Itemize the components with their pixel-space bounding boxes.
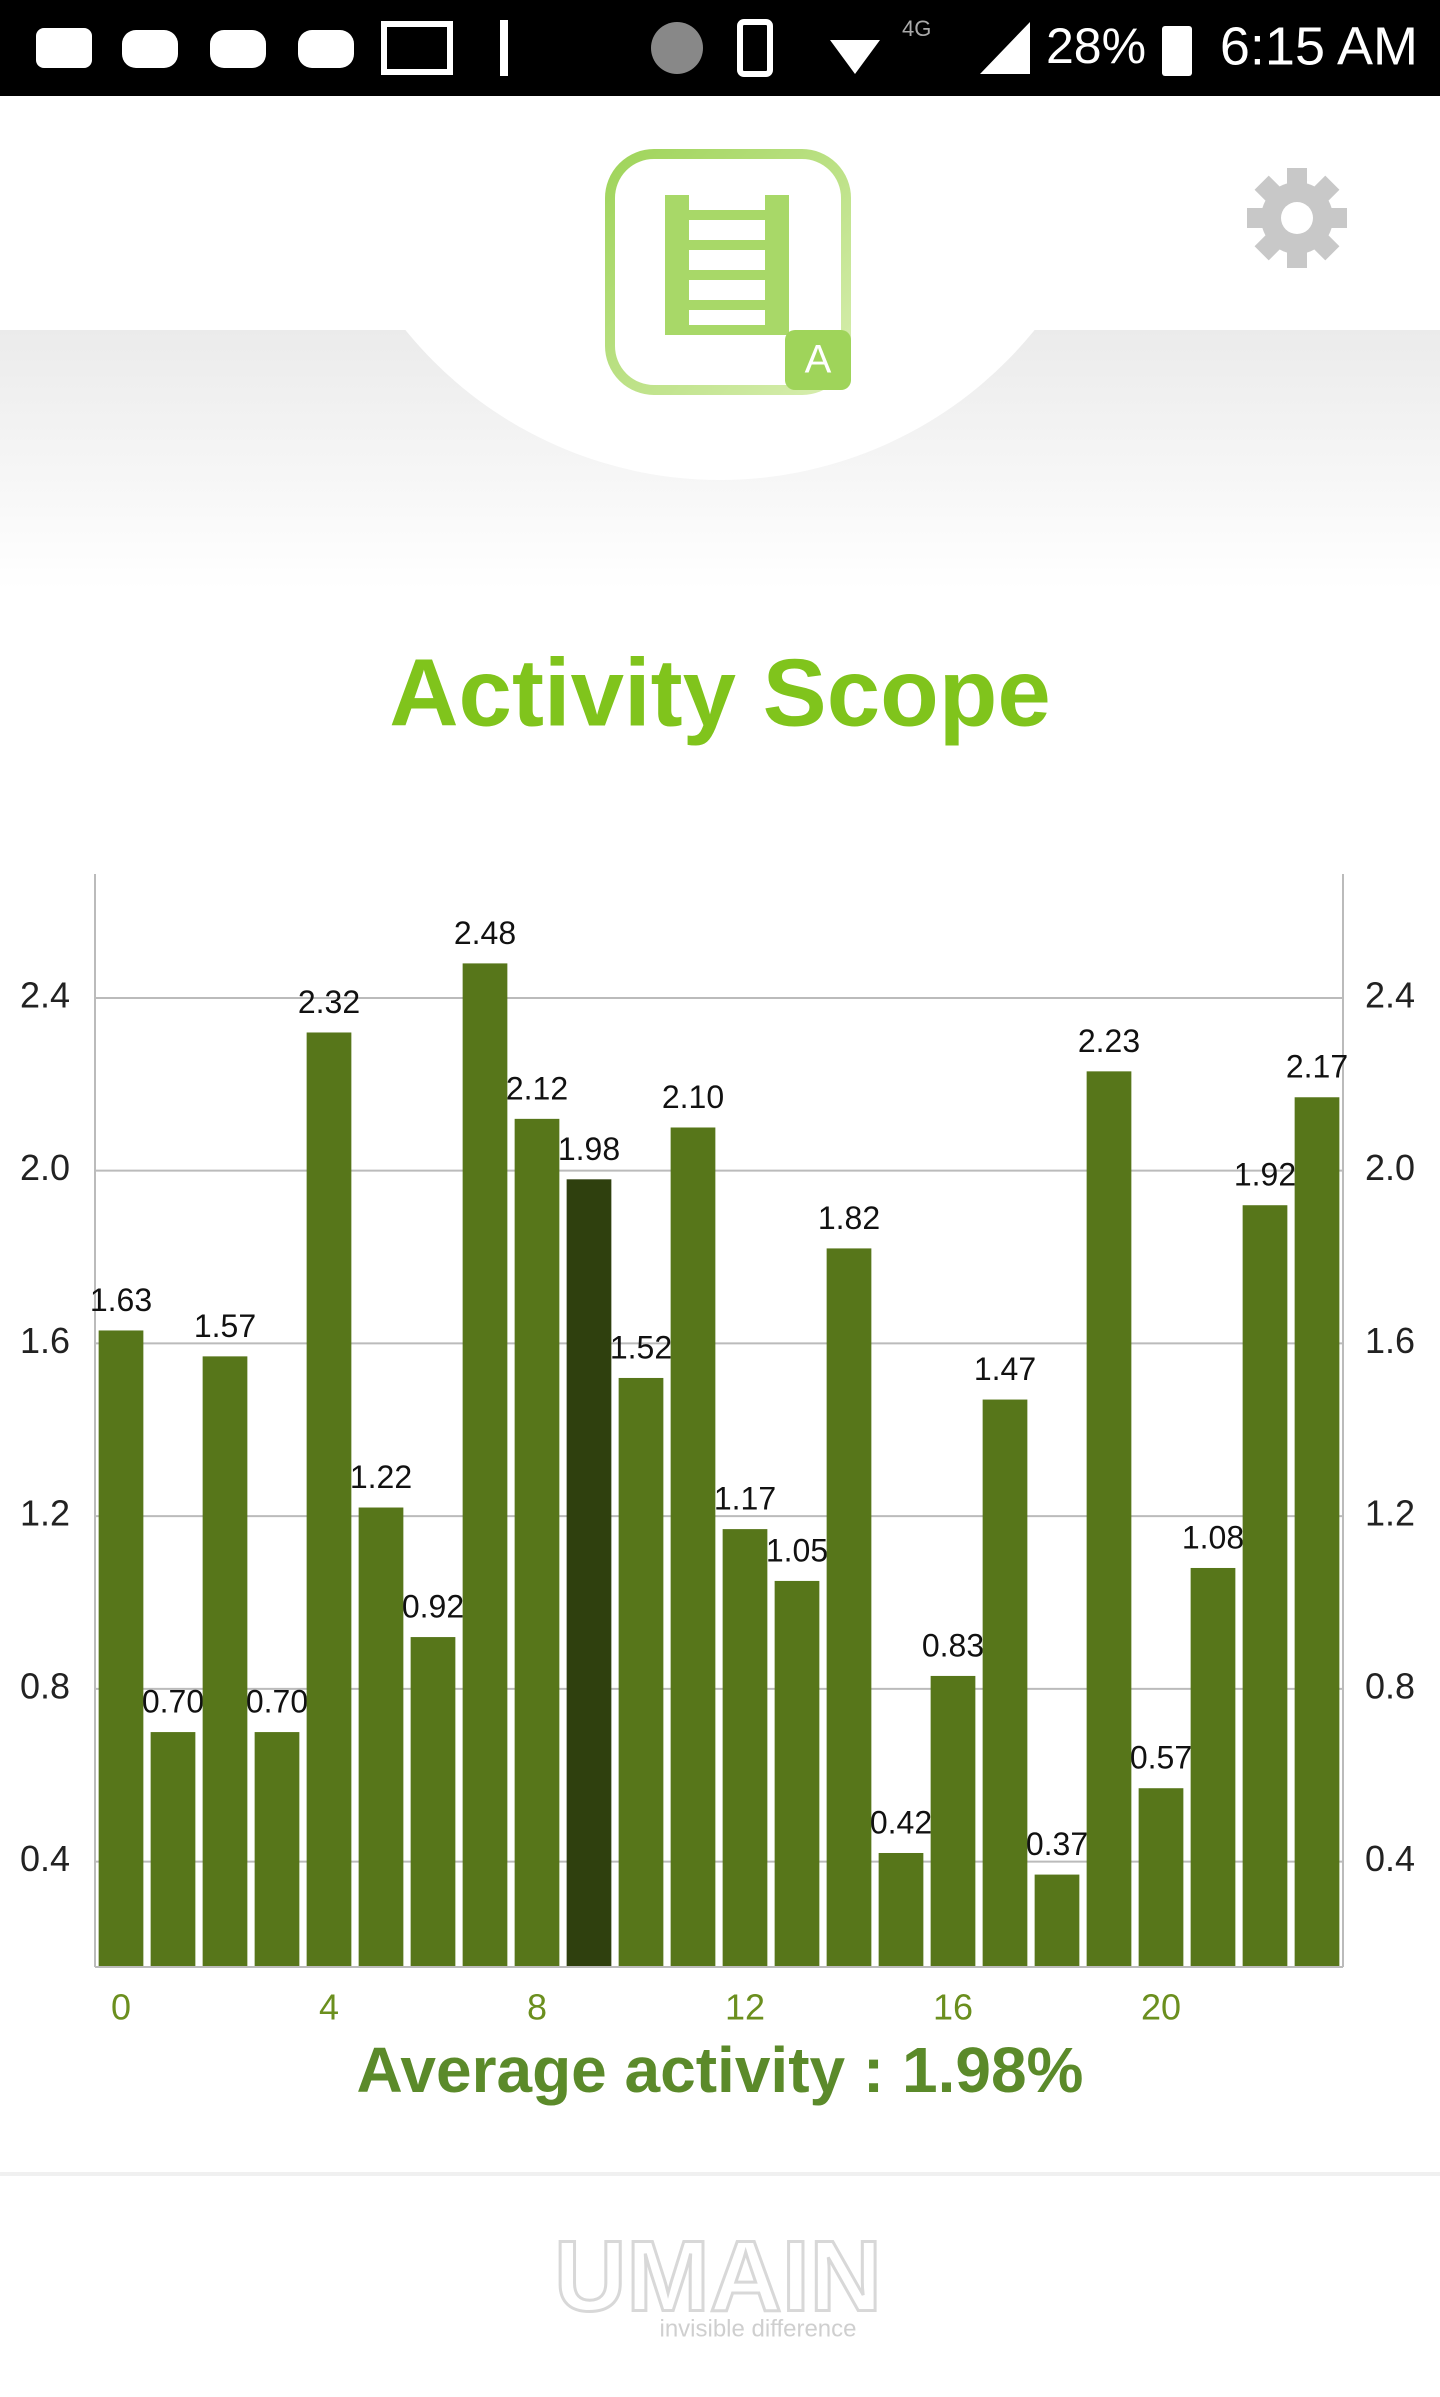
- header-circle: [315, 0, 1125, 480]
- bar: [878, 1852, 924, 1967]
- bar: [1138, 1788, 1184, 1967]
- x-tick-label: 4: [319, 1987, 339, 2028]
- value-label: 0.70: [246, 1684, 308, 1720]
- y2-tick-label: 2.4: [1365, 974, 1415, 1015]
- bar: [982, 1399, 1028, 1967]
- status-icons: [36, 19, 1192, 77]
- settings-button[interactable]: [1247, 168, 1347, 268]
- bar: [826, 1248, 872, 1967]
- value-label: 1.08: [1182, 1519, 1244, 1555]
- footer-brand: UMAIN: [554, 2220, 882, 2332]
- footer-tagline: invisible difference: [659, 2315, 856, 2342]
- value-label: 0.37: [1026, 1826, 1088, 1862]
- value-label: 1.17: [714, 1481, 776, 1517]
- value-label: 2.12: [506, 1070, 568, 1106]
- bar: [618, 1377, 664, 1967]
- value-label: 1.47: [974, 1351, 1036, 1387]
- chart-title: Activity Scope: [389, 639, 1051, 746]
- bar: [410, 1637, 456, 1967]
- value-label: 1.92: [1234, 1157, 1296, 1193]
- y-tick-label: 2.4: [20, 974, 70, 1015]
- x-tick-label: 16: [933, 1987, 973, 2028]
- x-tick-label: 8: [527, 1987, 547, 2028]
- bar: [1034, 1874, 1080, 1967]
- footer: [0, 2172, 1440, 2392]
- y2-tick-label: 2.0: [1365, 1147, 1415, 1188]
- y2-tick-label: 1.2: [1365, 1493, 1415, 1534]
- y2-tick-label: 1.6: [1365, 1320, 1415, 1361]
- value-label: 1.52: [610, 1329, 672, 1365]
- bar: [306, 1032, 352, 1967]
- y-tick-label: 1.2: [20, 1493, 70, 1534]
- value-label: 2.23: [1078, 1023, 1140, 1059]
- bar: [514, 1118, 560, 1967]
- bar: [930, 1675, 976, 1967]
- bar: [254, 1732, 300, 1967]
- value-label: 2.48: [454, 915, 516, 951]
- bar: [1086, 1071, 1132, 1967]
- value-label: 2.10: [662, 1079, 724, 1115]
- value-label: 0.92: [402, 1589, 464, 1625]
- network-label: 4G: [902, 16, 931, 41]
- value-label: 0.42: [870, 1804, 932, 1840]
- y-tick-label: 0.4: [20, 1838, 70, 1879]
- value-label: 1.22: [350, 1459, 412, 1495]
- y-tick-label: 1.6: [20, 1320, 70, 1361]
- bar: [774, 1580, 820, 1967]
- value-label: 2.17: [1286, 1049, 1348, 1085]
- value-label: 1.05: [766, 1532, 828, 1568]
- value-label: 1.57: [194, 1308, 256, 1344]
- logo-stripes: [665, 195, 789, 335]
- x-tick-label: 12: [725, 1987, 765, 2028]
- bar: [150, 1732, 196, 1967]
- y-tick-label: 0.8: [20, 1665, 70, 1706]
- value-label: 0.70: [142, 1684, 204, 1720]
- bar: [670, 1127, 716, 1967]
- average-activity: Average activity : 1.98%: [357, 2034, 1084, 2106]
- bar: [98, 1330, 144, 1967]
- bar: [462, 963, 508, 1967]
- y-tick-label: 2.0: [20, 1147, 70, 1188]
- clock: 6:15 AM: [1220, 16, 1418, 76]
- battery-label: 28%: [1046, 18, 1146, 74]
- logo-badge: [785, 330, 851, 390]
- logo-badge-text: A: [805, 338, 832, 382]
- app-logo: [605, 149, 851, 395]
- value-label: 0.57: [1130, 1740, 1192, 1776]
- bar: [1294, 1097, 1340, 1967]
- x-tick-label: 20: [1141, 1987, 1181, 2028]
- bar: [566, 1179, 612, 1967]
- y2-tick-label: 0.4: [1365, 1838, 1415, 1879]
- footer-divider: [0, 2172, 1440, 2176]
- bar: [358, 1507, 404, 1967]
- value-label: 1.82: [818, 1200, 880, 1236]
- value-label: 0.83: [922, 1627, 984, 1663]
- value-label: 1.98: [558, 1131, 620, 1167]
- bar: [1242, 1205, 1288, 1967]
- bar: [202, 1356, 248, 1967]
- bar: [722, 1529, 768, 1967]
- value-label: 1.63: [90, 1282, 152, 1318]
- y2-tick-label: 0.8: [1365, 1665, 1415, 1706]
- x-tick-label: 0: [111, 1987, 131, 2028]
- bar: [1190, 1567, 1236, 1967]
- value-label: 2.32: [298, 984, 360, 1020]
